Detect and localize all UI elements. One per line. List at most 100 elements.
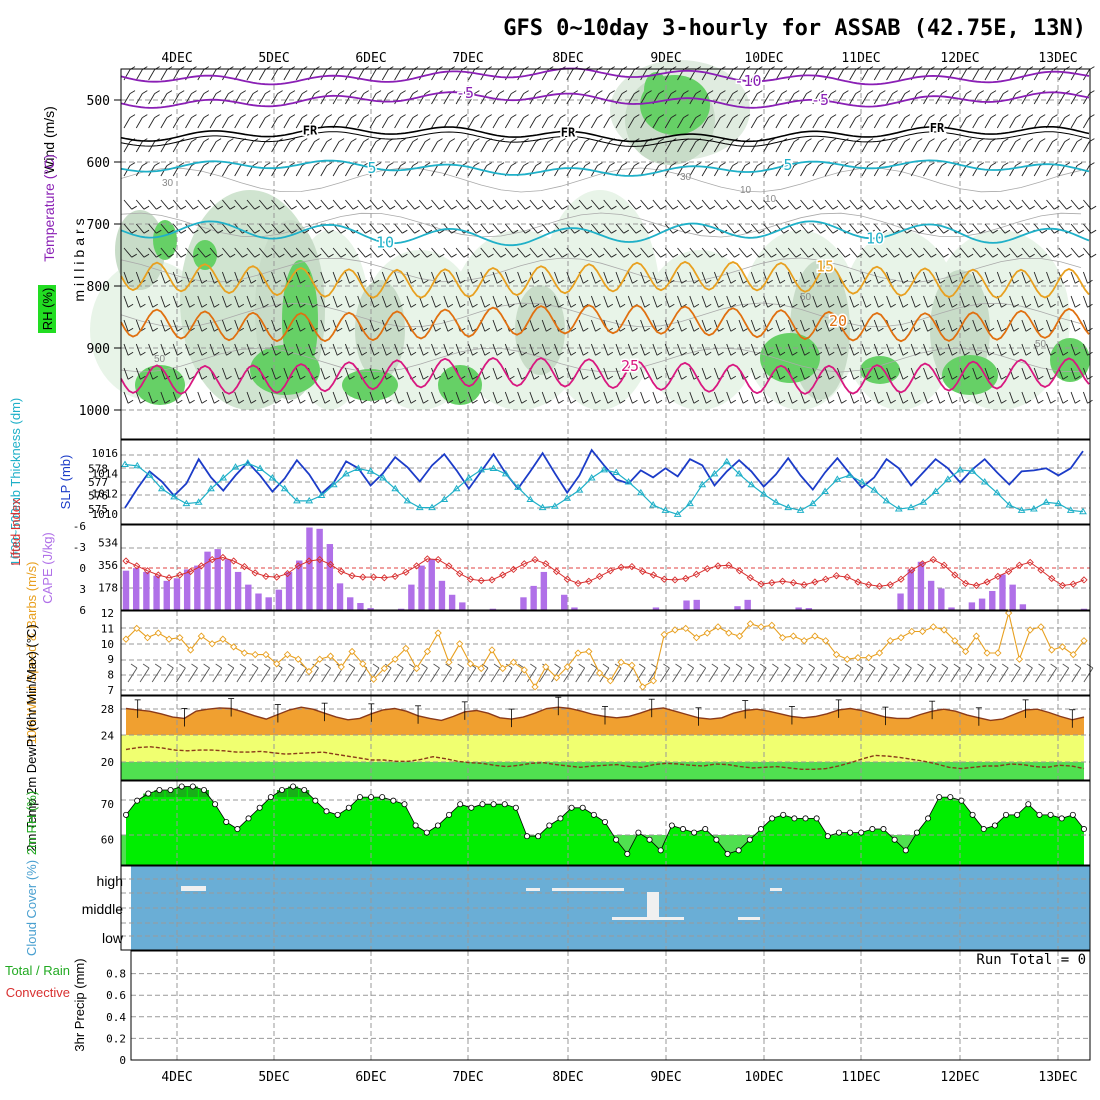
wind-barb-flag	[755, 279, 761, 284]
wind10m-point	[273, 660, 281, 668]
lifted-index-point	[434, 555, 442, 564]
wind-barb	[812, 295, 818, 308]
wind-barb	[332, 141, 340, 153]
wind-barb-flag	[447, 375, 454, 380]
wind-barb	[947, 141, 955, 153]
wind-barb-flag	[869, 205, 875, 210]
wind10m-barb	[623, 667, 634, 683]
wind-barb	[664, 343, 670, 356]
wind-barb	[123, 271, 129, 284]
wind-barb-flag	[1025, 303, 1032, 308]
wind-barb	[172, 247, 182, 258]
wind-barb	[467, 367, 473, 380]
rh-point	[256, 804, 263, 811]
lifted-index-point	[908, 566, 916, 574]
wind-barb-flag	[966, 90, 972, 94]
wind-barb	[1070, 367, 1076, 380]
wind-barb	[468, 69, 475, 81]
wind-barb	[492, 141, 500, 153]
wind10m-point	[735, 632, 744, 640]
cape-bar	[978, 598, 986, 610]
wind-barb	[468, 223, 477, 234]
wind-barb-flag	[767, 327, 773, 332]
wind-barb-flag	[939, 351, 946, 356]
wind-barb	[886, 141, 893, 153]
wind-barb	[960, 117, 967, 129]
wind-barb-flag	[980, 205, 986, 210]
wind-barb-flag	[929, 114, 935, 118]
wind10m-barb	[853, 667, 864, 683]
lifted-index-point	[617, 563, 625, 571]
wind10m-barb	[139, 667, 150, 683]
wind-barb-flag	[152, 351, 158, 356]
isotherm-FR	[120, 125, 1090, 143]
wind10m-barb	[938, 667, 949, 683]
wind-barb-flag	[1029, 253, 1035, 258]
wind-barb	[812, 93, 820, 105]
cape-bar	[122, 570, 130, 610]
wind-barb-flag	[279, 205, 285, 210]
wind-barb	[1046, 391, 1052, 404]
wind-barb	[160, 69, 168, 81]
wind10m-barb-flag	[263, 663, 271, 669]
wind10m-barb	[224, 667, 235, 683]
wind-barb	[222, 117, 229, 129]
wind-barb	[603, 69, 611, 81]
wind-barb	[935, 93, 943, 105]
wind-barb	[812, 391, 818, 404]
wind-barb-flag	[1038, 327, 1044, 332]
rh-point	[969, 811, 976, 818]
wind-barb-flag	[535, 162, 542, 166]
wind-barb	[394, 343, 400, 356]
wind-barb	[775, 343, 781, 356]
wind-barb	[185, 117, 192, 129]
wind10m-barb-flag	[893, 663, 900, 669]
wind-barb-flag	[547, 138, 554, 142]
lifted-index-point	[843, 573, 851, 581]
rh-point	[947, 794, 954, 801]
wind-barb	[467, 391, 473, 404]
date-label-bottom: 11DEC	[841, 1070, 880, 1085]
wind-barb	[197, 343, 203, 356]
wind-barb-flag	[670, 162, 677, 166]
wind-barb	[172, 391, 178, 404]
wind-barb-flag	[451, 253, 457, 258]
lifted-index-point	[1080, 576, 1088, 584]
wind-barb-flag	[669, 303, 675, 308]
wind10m-point	[499, 664, 507, 673]
rh-area	[640, 250, 760, 410]
wind-barb	[1021, 343, 1027, 356]
wind-barb-flag	[978, 162, 984, 166]
wind-barb	[590, 391, 596, 404]
wind10m-barb	[744, 667, 755, 683]
rh-point	[368, 794, 375, 801]
wind-barb-flag	[201, 303, 208, 308]
wind-barb	[283, 247, 292, 258]
wind10m-barb-flag	[493, 663, 501, 669]
wind-barb-flag	[598, 253, 605, 258]
wind-barb-flag	[533, 327, 540, 332]
wind-barb-flag	[435, 351, 441, 356]
rh-point	[835, 829, 842, 836]
wind-barb-flag	[855, 114, 861, 118]
wind-barb	[160, 199, 169, 210]
wind-barb	[172, 271, 178, 284]
wind-barb-flag	[939, 399, 946, 404]
wind-barb-flag	[595, 279, 601, 284]
wind-barb	[148, 295, 154, 308]
wind-barb	[222, 247, 231, 258]
date-label-bottom: 9DEC	[650, 1070, 681, 1085]
rh-point	[668, 822, 675, 829]
wind-barb	[443, 165, 451, 177]
wind-barb-flag	[943, 229, 949, 234]
wind-barb-flag	[326, 162, 333, 166]
wind-barb-flag	[1001, 351, 1007, 356]
cape-bar	[1009, 584, 1016, 610]
wind-barb-flag	[423, 303, 429, 308]
wind-barb-flag	[830, 90, 837, 94]
wind10m-point	[477, 664, 485, 673]
rh-point	[802, 815, 809, 822]
wind-barb	[1070, 271, 1076, 284]
wind-barb	[357, 141, 365, 153]
